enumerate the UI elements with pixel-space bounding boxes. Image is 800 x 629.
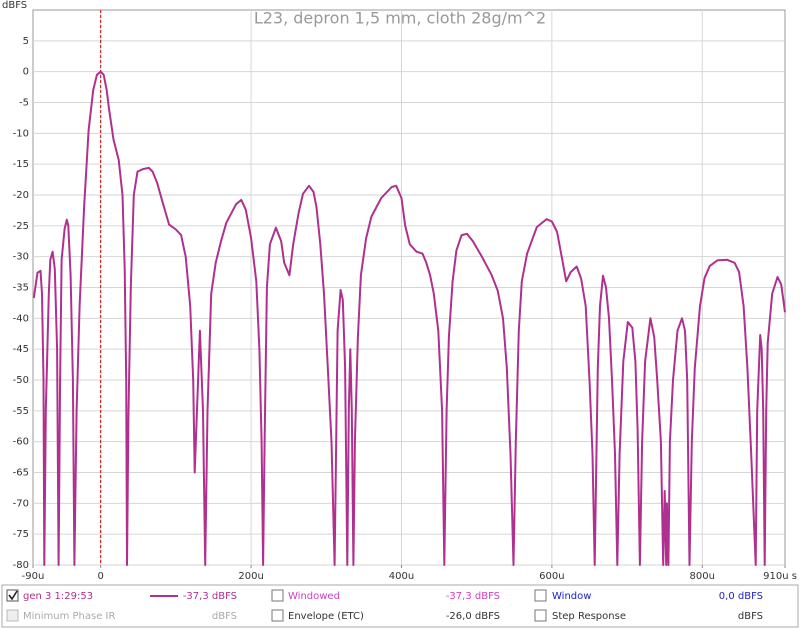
y-tick-label: -25	[13, 221, 29, 232]
x-tick-label: 400u	[389, 571, 414, 582]
y-tick-label: -15	[13, 159, 29, 170]
checkbox[interactable]	[534, 589, 547, 602]
series-line	[32, 70, 786, 566]
y-tick-label: -20	[13, 190, 29, 201]
legend-name: Windowed	[288, 591, 340, 602]
checkbox[interactable]	[6, 589, 19, 602]
x-tick-label: -90u	[22, 571, 45, 582]
y-tick-label: 5	[23, 36, 29, 47]
x-tick-label: 800u	[690, 571, 715, 582]
chart-title: L23, depron 1,5 mm, cloth 28g/m^2	[254, 9, 546, 28]
y-tick-label: -45	[13, 344, 29, 355]
plot: 5 0 -5 -10 -15 -20 -25 -30 -35 -40 -45 -50 -55 -60 -65…	[13, 10, 797, 582]
checkbox	[6, 609, 19, 622]
legend-value: 0,0 dBFS	[719, 591, 763, 602]
checkbox[interactable]	[534, 609, 547, 622]
x-tick-label: 200u	[238, 571, 263, 582]
checkbox[interactable]	[271, 609, 284, 622]
legend-name: gen 3 1:29:53	[23, 591, 93, 602]
y-tick-label: -40	[13, 313, 29, 324]
x-tick-label: 910u s	[763, 571, 797, 582]
x-tick-label: 600u	[539, 571, 564, 582]
x-tick-label: 0	[97, 571, 103, 582]
legend-value: dBFS	[738, 611, 763, 622]
legend-panel	[1, 584, 799, 628]
y-tick-label: -10	[13, 128, 29, 139]
legend-value: -37,3 dBFS	[183, 591, 237, 602]
y-tick-label: -55	[13, 406, 29, 417]
y-tick-label: -80	[13, 560, 29, 571]
checkbox[interactable]	[271, 589, 284, 602]
y-tick-label: -70	[13, 498, 29, 509]
y-tick-label: -35	[13, 283, 29, 294]
y-tick-label: -65	[13, 468, 29, 479]
y-tick-label: -30	[13, 252, 29, 263]
legend-name: Window	[552, 591, 591, 602]
legend-value: -37,3 dBFS	[446, 591, 500, 602]
y-tick-label: -5	[19, 98, 29, 109]
y-tick-label: -75	[13, 529, 29, 540]
legend-value: -26,0 dBFS	[446, 611, 500, 622]
legend-value: dBFS	[212, 611, 237, 622]
legend-name: Step Response	[552, 611, 626, 622]
y-tick-label: -60	[13, 437, 29, 448]
legend-name: Envelope (ETC)	[288, 611, 364, 622]
y-tick-label: -50	[13, 375, 29, 386]
legend-name: Minimum Phase IR	[23, 611, 116, 622]
y-tick-label: 0	[23, 67, 29, 78]
check	[8, 590, 18, 601]
y-axis-label: dBFS	[2, 0, 27, 11]
